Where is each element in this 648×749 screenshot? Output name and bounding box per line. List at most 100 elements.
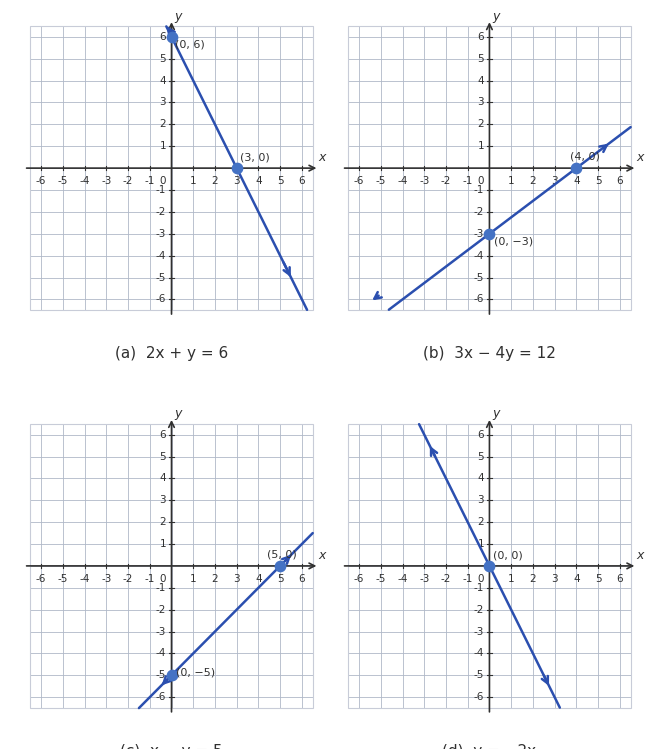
Text: 2: 2	[212, 574, 218, 583]
Text: 4: 4	[478, 473, 484, 483]
Text: 4: 4	[255, 574, 262, 583]
Text: 6: 6	[299, 574, 305, 583]
Text: -3: -3	[419, 574, 430, 583]
Text: y: y	[492, 407, 500, 420]
Text: -4: -4	[474, 649, 484, 658]
Text: -4: -4	[474, 251, 484, 261]
Text: -6: -6	[156, 294, 166, 304]
Text: -2: -2	[156, 604, 166, 615]
Text: -3: -3	[474, 228, 484, 239]
Text: 3: 3	[159, 97, 166, 108]
Text: 6: 6	[299, 176, 305, 186]
Text: -3: -3	[419, 176, 430, 186]
Text: -6: -6	[474, 294, 484, 304]
Text: (c)  x − y = 5: (c) x − y = 5	[120, 744, 223, 749]
Text: (d)  y = −2x: (d) y = −2x	[443, 744, 537, 749]
Text: -5: -5	[156, 670, 166, 680]
Text: -5: -5	[376, 176, 386, 186]
Text: 4: 4	[573, 176, 580, 186]
Point	[571, 162, 581, 174]
Text: -1: -1	[145, 176, 155, 186]
Text: -4: -4	[397, 574, 408, 583]
Text: 6: 6	[616, 574, 623, 583]
Text: -4: -4	[397, 176, 408, 186]
Text: y: y	[175, 10, 182, 22]
Text: -4: -4	[156, 251, 166, 261]
Text: 3: 3	[233, 176, 240, 186]
Text: 3: 3	[233, 574, 240, 583]
Text: x: x	[637, 151, 644, 164]
Text: (5, 0): (5, 0)	[267, 549, 297, 560]
Text: 5: 5	[159, 452, 166, 461]
Text: 4: 4	[478, 76, 484, 85]
Text: 5: 5	[595, 176, 601, 186]
Text: -6: -6	[354, 176, 364, 186]
Text: 2: 2	[159, 119, 166, 130]
Text: 6: 6	[159, 32, 166, 42]
Text: 1: 1	[159, 539, 166, 549]
Text: 1: 1	[159, 142, 166, 151]
Text: 5: 5	[595, 574, 601, 583]
Text: -6: -6	[36, 176, 47, 186]
Text: -1: -1	[156, 583, 166, 592]
Text: -4: -4	[80, 574, 90, 583]
Text: -1: -1	[463, 574, 473, 583]
Text: 4: 4	[573, 574, 580, 583]
Text: x: x	[319, 151, 326, 164]
Point	[231, 162, 242, 174]
Text: -5: -5	[156, 273, 166, 282]
Text: 6: 6	[478, 430, 484, 440]
Text: 2: 2	[478, 517, 484, 527]
Text: 1: 1	[508, 176, 515, 186]
Text: 5: 5	[478, 452, 484, 461]
Text: 1: 1	[190, 176, 196, 186]
Text: 0: 0	[159, 176, 166, 186]
Text: 0: 0	[478, 176, 484, 186]
Text: 5: 5	[159, 54, 166, 64]
Text: 6: 6	[159, 430, 166, 440]
Text: -2: -2	[474, 207, 484, 217]
Text: x: x	[637, 548, 644, 562]
Text: y: y	[492, 10, 500, 22]
Text: 6: 6	[478, 32, 484, 42]
Text: -2: -2	[123, 176, 133, 186]
Text: -4: -4	[80, 176, 90, 186]
Text: 1: 1	[478, 539, 484, 549]
Text: -5: -5	[58, 176, 68, 186]
Point	[167, 670, 177, 682]
Text: -1: -1	[463, 176, 473, 186]
Text: 4: 4	[159, 76, 166, 85]
Text: (b)  3x − 4y = 12: (b) 3x − 4y = 12	[423, 346, 556, 361]
Text: (a)  2x + y = 6: (a) 2x + y = 6	[115, 346, 228, 361]
Text: -2: -2	[441, 574, 451, 583]
Text: -4: -4	[156, 649, 166, 658]
Text: (3, 0): (3, 0)	[240, 153, 270, 163]
Text: (0, −5): (0, −5)	[176, 667, 215, 677]
Text: 4: 4	[255, 176, 262, 186]
Text: -2: -2	[474, 604, 484, 615]
Text: 3: 3	[478, 495, 484, 506]
Text: 2: 2	[478, 119, 484, 130]
Text: -2: -2	[123, 574, 133, 583]
Text: 2: 2	[212, 176, 218, 186]
Text: y: y	[175, 407, 182, 420]
Text: -5: -5	[58, 574, 68, 583]
Text: -1: -1	[145, 574, 155, 583]
Text: (0, 0): (0, 0)	[493, 551, 523, 560]
Text: 3: 3	[551, 574, 558, 583]
Text: -5: -5	[376, 574, 386, 583]
Text: -2: -2	[156, 207, 166, 217]
Text: -6: -6	[156, 692, 166, 702]
Text: 5: 5	[277, 176, 283, 186]
Text: 1: 1	[190, 574, 196, 583]
Text: -3: -3	[474, 626, 484, 637]
Text: 2: 2	[529, 176, 536, 186]
Text: -5: -5	[474, 273, 484, 282]
Text: 0: 0	[478, 574, 484, 583]
Text: 1: 1	[478, 142, 484, 151]
Text: -3: -3	[101, 574, 111, 583]
Point	[484, 228, 494, 240]
Point	[484, 560, 494, 572]
Text: -3: -3	[156, 228, 166, 239]
Text: 2: 2	[529, 574, 536, 583]
